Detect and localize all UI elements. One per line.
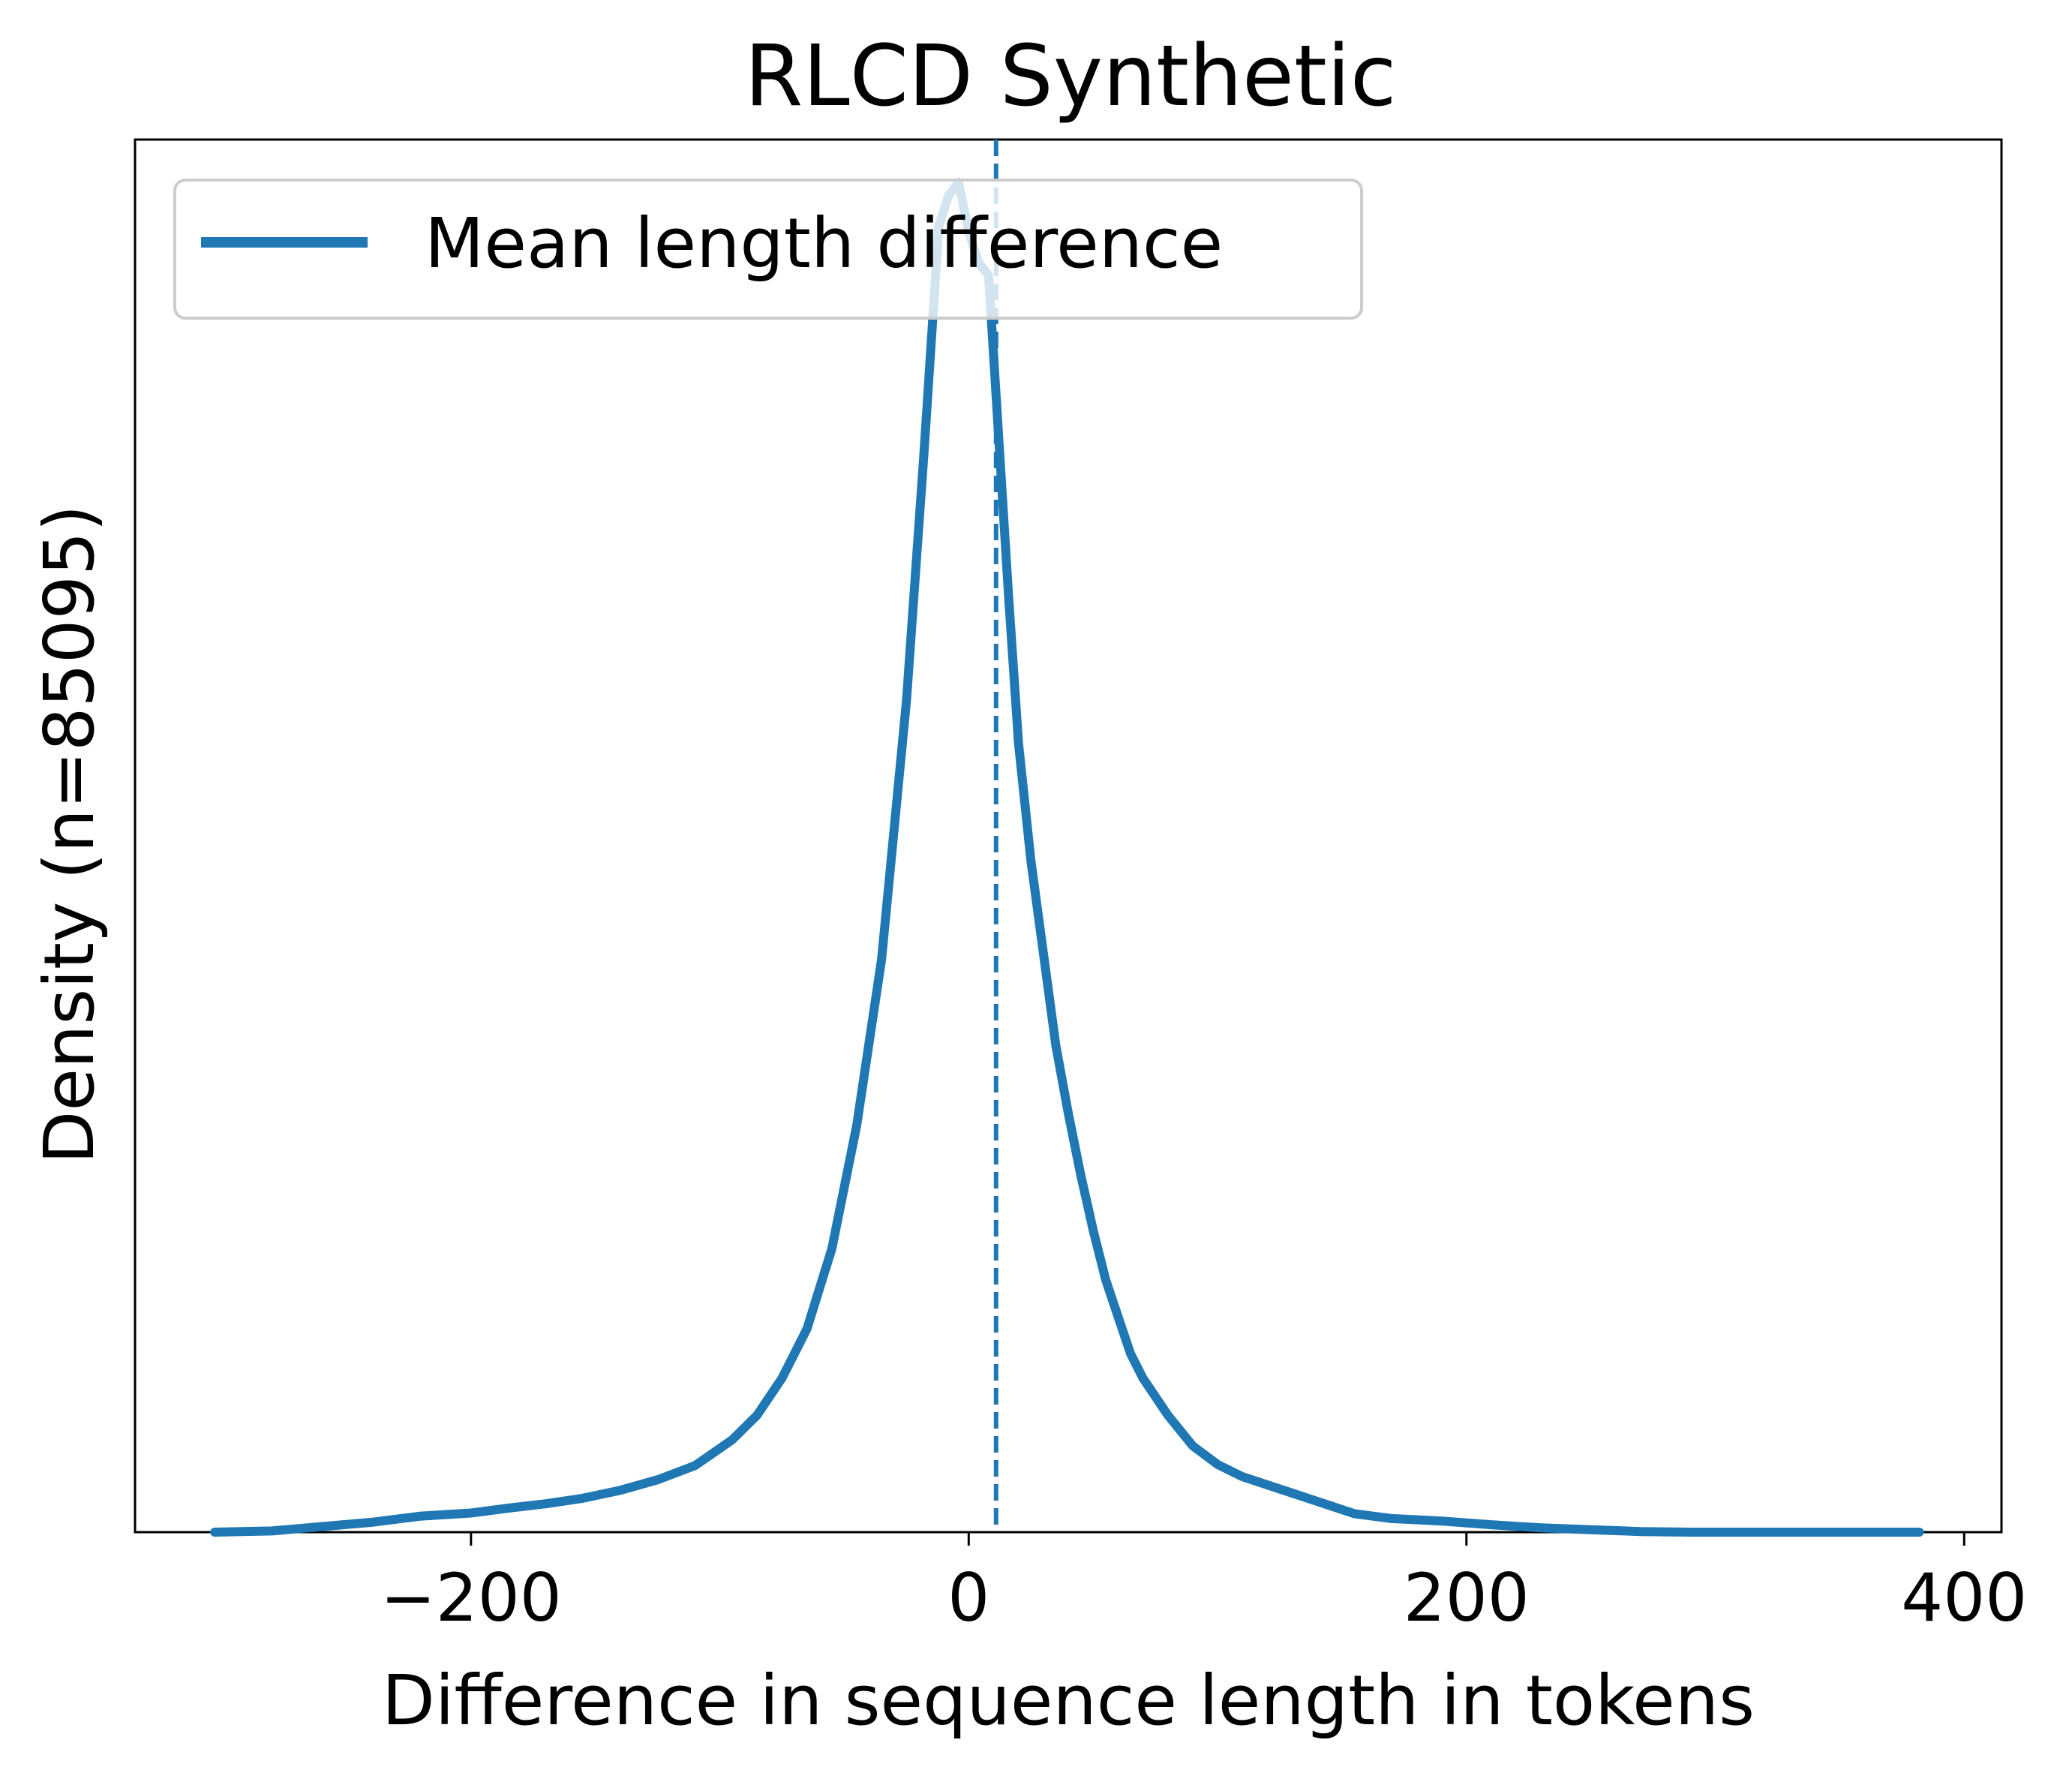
axes-frame [134, 138, 2003, 1534]
plot-area: −200 0 200 400 [134, 138, 2027, 1636]
y-axis-label: Density (n=85095) [29, 505, 110, 1164]
x-tick-label: 0 [947, 1559, 989, 1636]
legend-box [173, 179, 1363, 320]
x-axis-label: Difference in sequence length in tokens [382, 1660, 1755, 1741]
chart-title: RLCD Synthetic [744, 28, 1396, 125]
x-tick-label: −200 [380, 1559, 562, 1636]
series-line-mean-length-difference [210, 178, 1924, 1537]
legend-label: Mean length difference [425, 203, 1223, 284]
x-tick-label: 400 [1901, 1559, 2027, 1636]
legend: Mean length difference [173, 179, 1363, 320]
x-axis-ticks: −200 0 200 400 [380, 1532, 2027, 1636]
x-tick-label: 200 [1404, 1559, 1530, 1636]
